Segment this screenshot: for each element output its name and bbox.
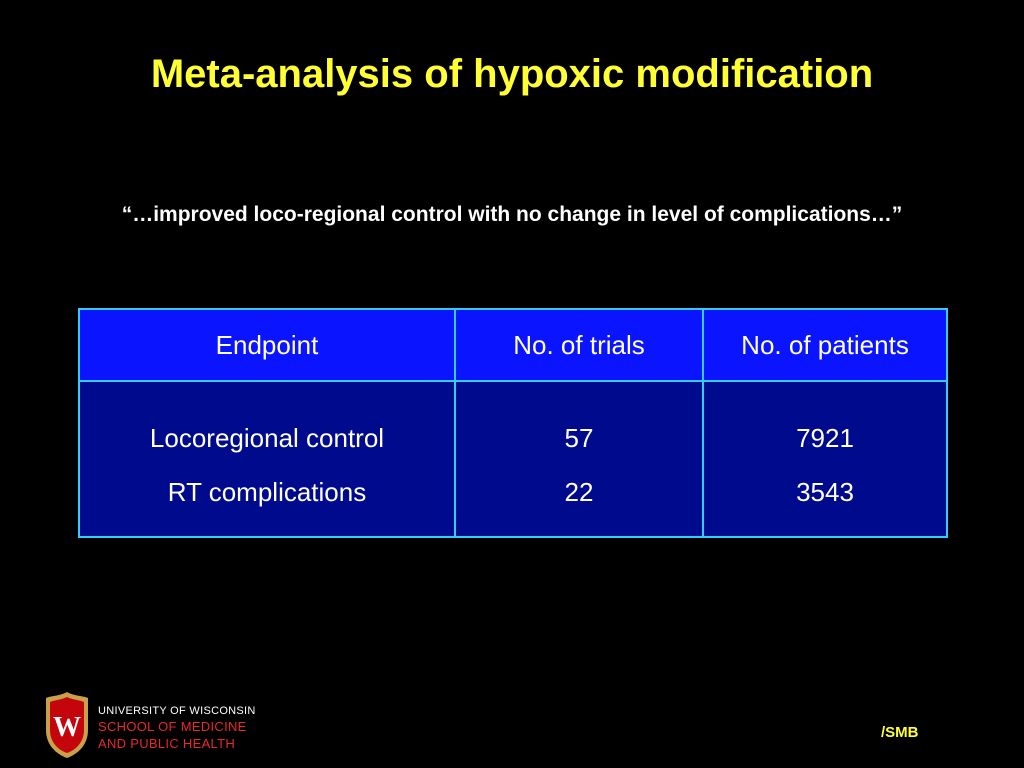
institution-line-3: AND PUBLIC HEALTH bbox=[98, 736, 236, 751]
cell-endpoint: Locoregional control bbox=[78, 381, 456, 458]
uw-crest-icon: W bbox=[46, 692, 88, 758]
cell-patients: 7921 bbox=[702, 381, 948, 458]
data-table: Endpoint No. of trials No. of patients L… bbox=[78, 308, 948, 538]
author-credit: /SMB bbox=[881, 724, 919, 741]
cell-trials: 57 bbox=[454, 381, 704, 458]
slide-quote: “…improved loco-regional control with no… bbox=[121, 203, 903, 226]
table-header-row: Endpoint No. of trials No. of patients bbox=[78, 308, 948, 382]
institution-line-1: UNIVERSITY OF WISCONSIN bbox=[98, 705, 256, 717]
table-row: Locoregional control 57 7921 bbox=[78, 381, 948, 458]
cell-endpoint: RT complications bbox=[78, 458, 456, 538]
institution-line-2: SCHOOL OF MEDICINE bbox=[98, 719, 247, 734]
svg-text:W: W bbox=[53, 712, 81, 743]
table-row: RT complications 22 3543 bbox=[78, 458, 948, 538]
header-endpoint: Endpoint bbox=[78, 308, 456, 382]
cell-trials: 22 bbox=[454, 458, 704, 538]
header-patients: No. of patients bbox=[702, 308, 948, 382]
slide-title: Meta-analysis of hypoxic modification bbox=[150, 52, 874, 96]
header-trials: No. of trials bbox=[454, 308, 704, 382]
cell-patients: 3543 bbox=[702, 458, 948, 538]
institution-name: UNIVERSITY OF WISCONSIN SCHOOL OF MEDICI… bbox=[98, 704, 256, 752]
